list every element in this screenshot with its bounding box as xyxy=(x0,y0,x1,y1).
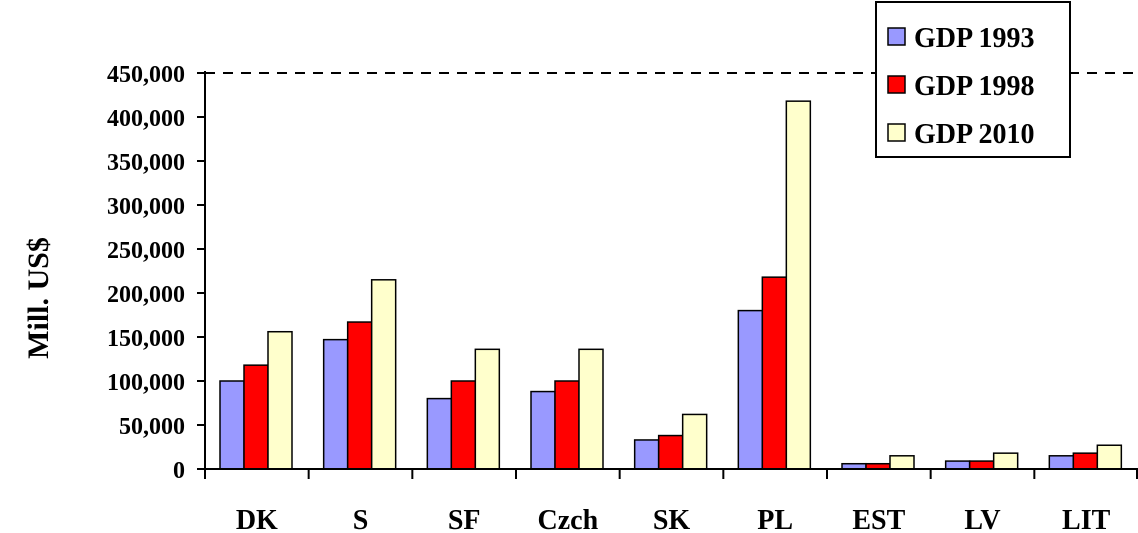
bar-dk-series-2 xyxy=(243,364,269,470)
x-category-label: SK xyxy=(653,505,691,533)
y-tick-label: 250,000 xyxy=(107,238,185,264)
bar-lv-series-1 xyxy=(944,460,971,470)
bar-s-series-2 xyxy=(346,321,373,470)
bar-czch-series-2 xyxy=(554,380,580,470)
x-category-label: PL xyxy=(757,505,793,533)
bars-group xyxy=(219,100,1123,470)
bar-s-series-3 xyxy=(370,279,397,470)
bar-lv-series-2 xyxy=(968,460,995,470)
bar-sk-series-2 xyxy=(657,434,684,470)
bar-sf-series-1 xyxy=(426,397,453,470)
axes-group xyxy=(204,71,1138,479)
legend-label: GDP 1998 xyxy=(914,71,1035,102)
bar-lv-series-3 xyxy=(992,452,1019,470)
x-category-label: EST xyxy=(852,505,905,533)
bar-lit-series-2 xyxy=(1072,452,1099,470)
y-tick-label: 50,000 xyxy=(119,414,185,440)
legend-swatch xyxy=(887,27,906,46)
x-category-label: SF xyxy=(448,505,481,533)
y-tick-label: 350,000 xyxy=(107,150,185,176)
bar-pl-series-3 xyxy=(785,100,812,470)
bar-s-series-1 xyxy=(322,338,349,470)
y-tick-label: 300,000 xyxy=(107,194,185,220)
y-tick-label: 150,000 xyxy=(107,326,185,352)
x-category-label: S xyxy=(353,505,369,533)
x-category-label: LIT xyxy=(1062,505,1111,533)
bar-sf-series-3 xyxy=(474,348,501,470)
y-tick-label: 400,000 xyxy=(107,106,185,132)
x-category-label: DK xyxy=(236,505,278,533)
bar-czch-series-3 xyxy=(578,348,604,470)
bar-sk-series-3 xyxy=(681,413,708,470)
x-axis-labels: DK S SF Czch SK PL EST LV LIT xyxy=(236,505,1111,533)
bar-czch-series-1 xyxy=(530,390,556,470)
bar-lit-series-3 xyxy=(1096,444,1123,470)
bar-est-series-3 xyxy=(889,455,915,470)
y-axis-ticks: 0 50,000 100,000 150,000 200,000 250,000 300,0… xyxy=(107,62,205,484)
legend-label: GDP 2010 xyxy=(914,119,1035,150)
bar-lit-series-1 xyxy=(1048,455,1075,470)
legend-box xyxy=(875,1,1071,158)
bar-dk-series-3 xyxy=(267,330,293,470)
y-axis-title: Mill. US$ xyxy=(22,237,55,359)
legend-label: GDP 1993 xyxy=(914,23,1035,54)
y-tick-label: 450,000 xyxy=(107,62,185,88)
y-tick-label: 0 xyxy=(173,458,185,484)
x-category-label: Czch xyxy=(538,505,599,533)
y-tick-label: 200,000 xyxy=(107,282,185,308)
bar-pl-series-1 xyxy=(737,309,764,470)
legend: GDP 1993 GDP 1998 GDP 2010 xyxy=(875,1,1071,158)
bar-dk-series-1 xyxy=(219,380,245,470)
bar-sf-series-2 xyxy=(450,380,477,470)
legend-swatch xyxy=(887,75,906,94)
legend-swatch xyxy=(887,123,906,142)
bar-sk-series-1 xyxy=(633,439,660,470)
x-category-label: LV xyxy=(964,505,1000,533)
y-tick-label: 100,000 xyxy=(107,370,185,396)
bar-pl-series-2 xyxy=(761,276,788,470)
